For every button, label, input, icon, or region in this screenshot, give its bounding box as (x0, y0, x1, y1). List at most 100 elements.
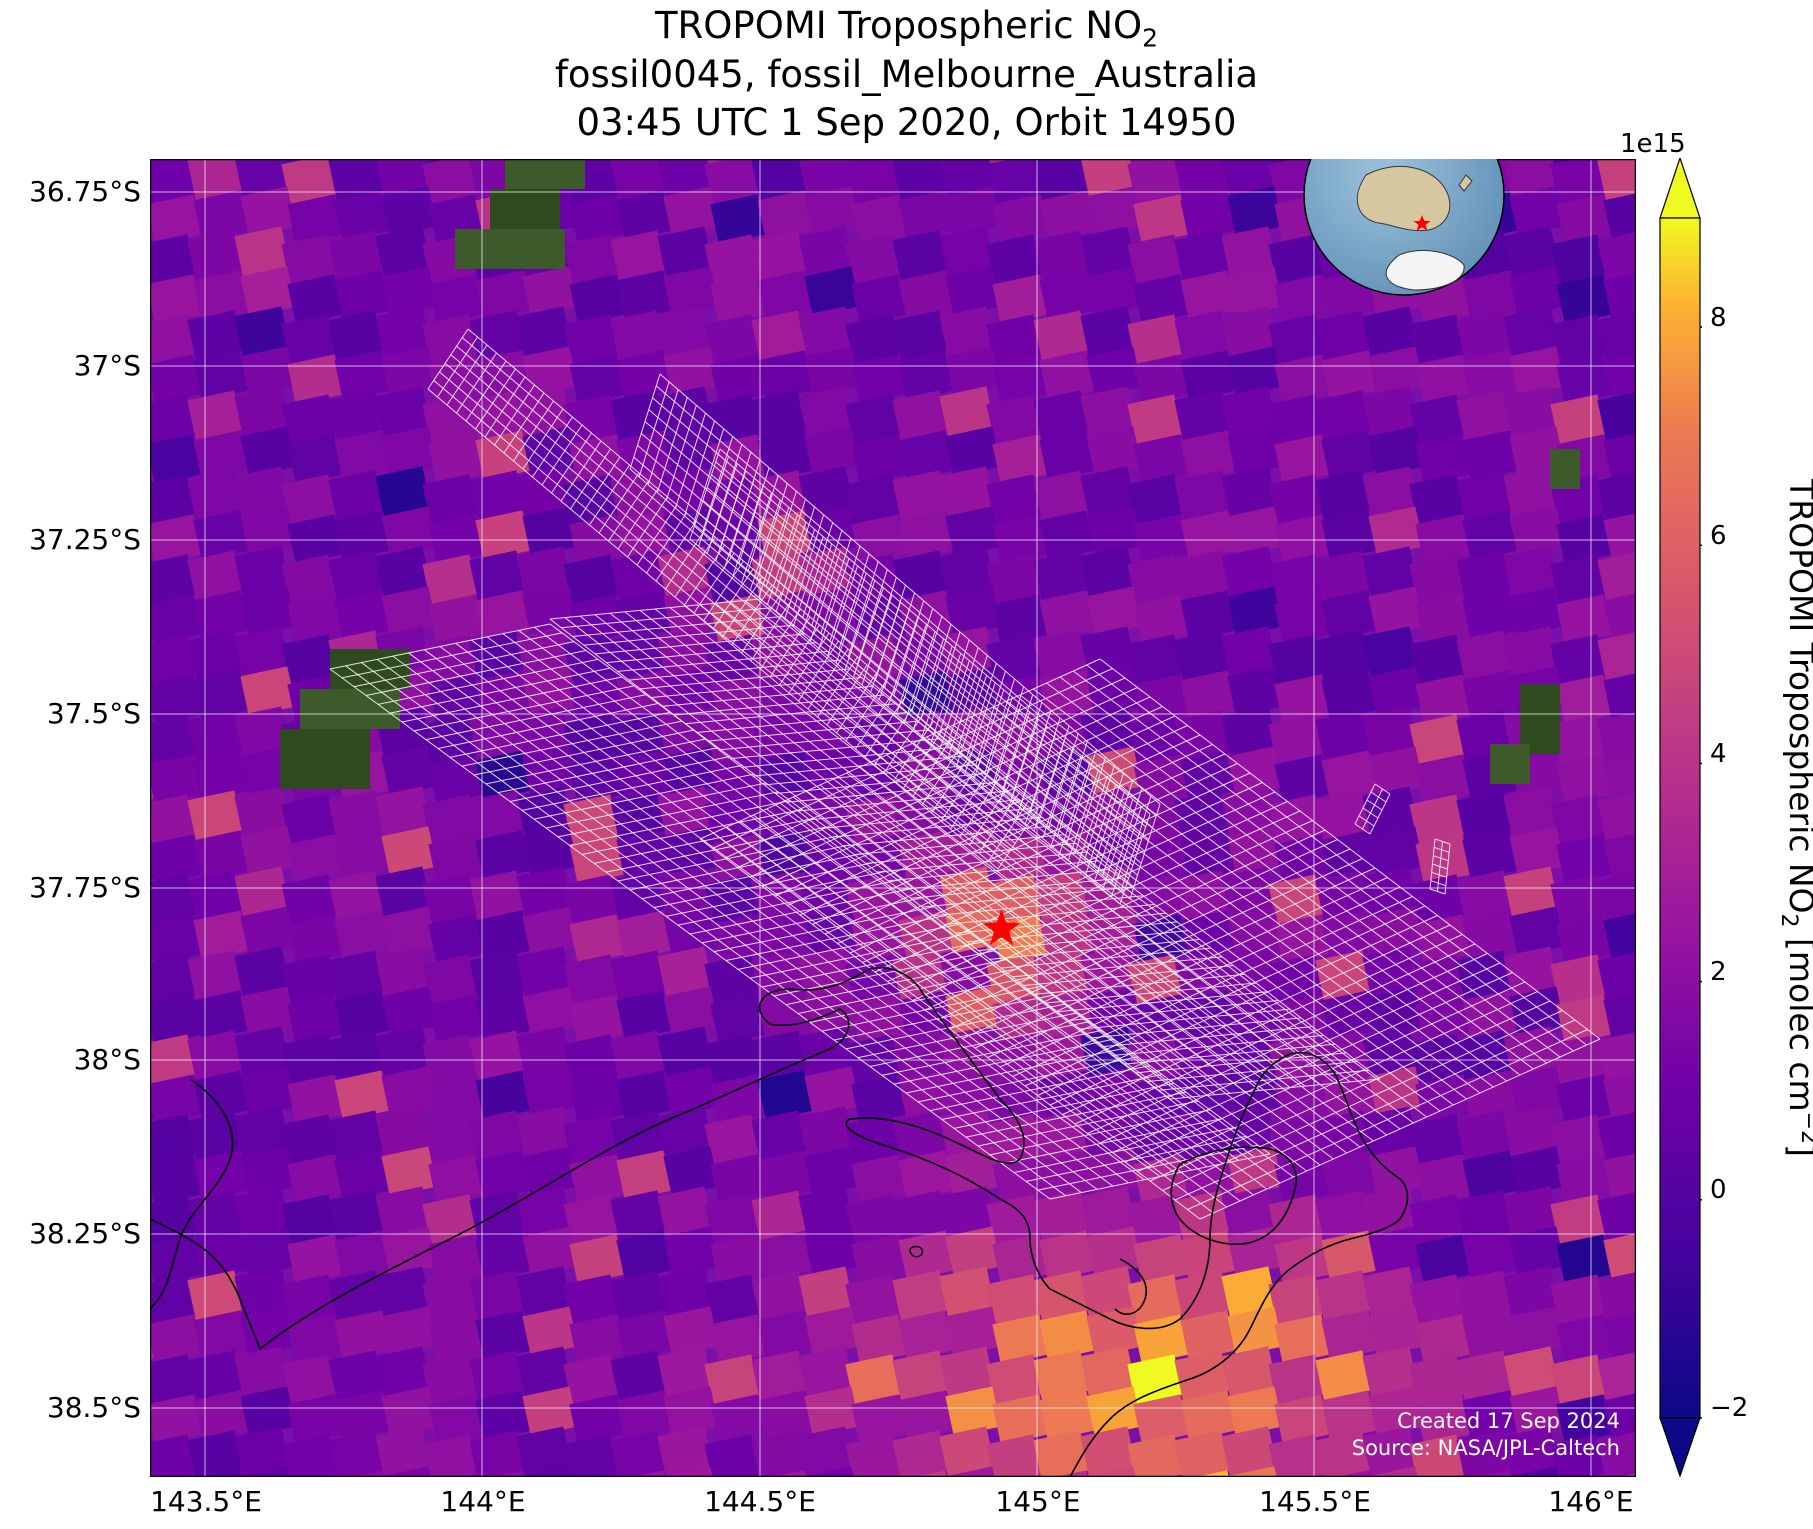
colorbar-label: TROPOMI Tropospheric NO2 [molec cm−2] (1769, 479, 1813, 1157)
no2-pixel (798, 1426, 854, 1477)
no2-pixel (1080, 1426, 1136, 1477)
no2-pixel (1274, 354, 1330, 405)
swath-line (730, 738, 941, 760)
no2-pixel (569, 354, 625, 405)
swath-line (1102, 1026, 1313, 1048)
no2-pixel (422, 1354, 478, 1405)
no2-pixel (1086, 186, 1142, 237)
no2-pixel (187, 870, 243, 921)
no2-pixel (1462, 910, 1518, 961)
swath-line (532, 416, 573, 478)
swath-line (636, 504, 678, 566)
no2-pixel (1268, 634, 1324, 685)
swath-line (741, 746, 952, 768)
no2-pixel (804, 746, 860, 797)
no2-pixel (939, 386, 995, 437)
no2-pixel (939, 546, 995, 597)
no2-pixel (945, 346, 1001, 397)
no2-pixel (569, 274, 625, 325)
no2-pixel (1127, 634, 1183, 685)
no2-pixel (522, 1226, 578, 1277)
no2-pixel (1274, 514, 1330, 565)
no2-pixel (1368, 826, 1424, 877)
swath-line (557, 791, 779, 838)
no2-pixel (469, 550, 525, 601)
no2-pixel (1550, 234, 1606, 285)
swath-line (887, 616, 919, 708)
swath-line (497, 747, 719, 794)
no2-pixel (1509, 1226, 1565, 1277)
no2-pixel (798, 1186, 854, 1237)
no2-pixel (516, 1106, 572, 1157)
no2-pixel (986, 1114, 1042, 1165)
swath-line (656, 397, 688, 493)
no2-pixel (1227, 266, 1283, 317)
swath-line (905, 1047, 1127, 1094)
no2-pixel (334, 270, 390, 321)
swath-line (605, 826, 827, 873)
no2-pixel (1603, 750, 1636, 801)
no2-pixel (328, 550, 384, 601)
satellite-patch (1520, 684, 1560, 754)
map-panel[interactable] (150, 159, 1636, 1477)
no2-pixel (1415, 1234, 1471, 1285)
no2-pixel (757, 590, 813, 641)
swath-line (494, 384, 535, 446)
no2-pixel (563, 1194, 619, 1245)
no2-pixel (704, 1274, 760, 1325)
swath-line (689, 888, 911, 935)
no2-pixel (334, 990, 390, 1041)
swath-line (792, 536, 824, 627)
no2-pixel (1127, 1434, 1183, 1477)
satellite-patch (490, 189, 560, 229)
no2-pixel (375, 946, 431, 997)
no2-pixel (328, 1430, 384, 1477)
no2-pixel (187, 230, 243, 281)
no2-pixel (1268, 474, 1324, 525)
no2-pixel (1080, 159, 1136, 197)
chart-title-line3: 03:45 UTC 1 Sep 2020, Orbit 14950 (576, 101, 1237, 144)
lat-label-38: 38°S (73, 1043, 141, 1076)
title-line1-subscript: 2 (1142, 23, 1159, 53)
no2-pixel (1456, 630, 1512, 681)
swath-line (647, 389, 679, 485)
no2-pixel (1603, 830, 1636, 881)
no2-pixel (475, 430, 531, 481)
swath-line (617, 488, 659, 550)
no2-pixel (1415, 1314, 1471, 1365)
no2-pixel (1597, 310, 1636, 361)
no2-pixel (522, 1066, 578, 1117)
no2-pixel (1509, 1306, 1565, 1357)
swath-line (758, 507, 790, 598)
no2-pixel (234, 706, 290, 757)
no2-pixel (193, 1390, 249, 1441)
swath-line (802, 522, 834, 618)
no2-pixel (150, 834, 202, 885)
no2-pixel (287, 194, 343, 245)
no2-pixel (150, 434, 202, 485)
no2-pixel (1133, 354, 1189, 405)
no2-pixel (1174, 1270, 1230, 1321)
no2-pixel (1086, 586, 1142, 637)
no2-pixel (1509, 266, 1565, 317)
swath-line (1137, 991, 1538, 1172)
no2-pixel (663, 986, 719, 1037)
swath-line (427, 328, 469, 390)
target-star-icon[interactable] (982, 909, 1021, 946)
no2-pixel (334, 910, 390, 961)
no2-pixel (898, 270, 954, 321)
no2-pixel (616, 1230, 672, 1281)
no2-pixel (328, 470, 384, 521)
no2-pixel (1362, 546, 1418, 597)
swath-line (774, 498, 806, 595)
swath-line (888, 860, 1099, 882)
no2-pixel (1556, 594, 1612, 645)
no2-pixel (1456, 390, 1512, 441)
no2-pixel (240, 506, 296, 557)
no2-pixel (1362, 1426, 1418, 1477)
no2-pixel (522, 1146, 578, 1197)
no2-pixel (851, 1234, 907, 1285)
no2-pixel (1127, 1194, 1183, 1245)
swath-line (572, 615, 783, 637)
map-canvas[interactable] (150, 159, 1636, 1477)
